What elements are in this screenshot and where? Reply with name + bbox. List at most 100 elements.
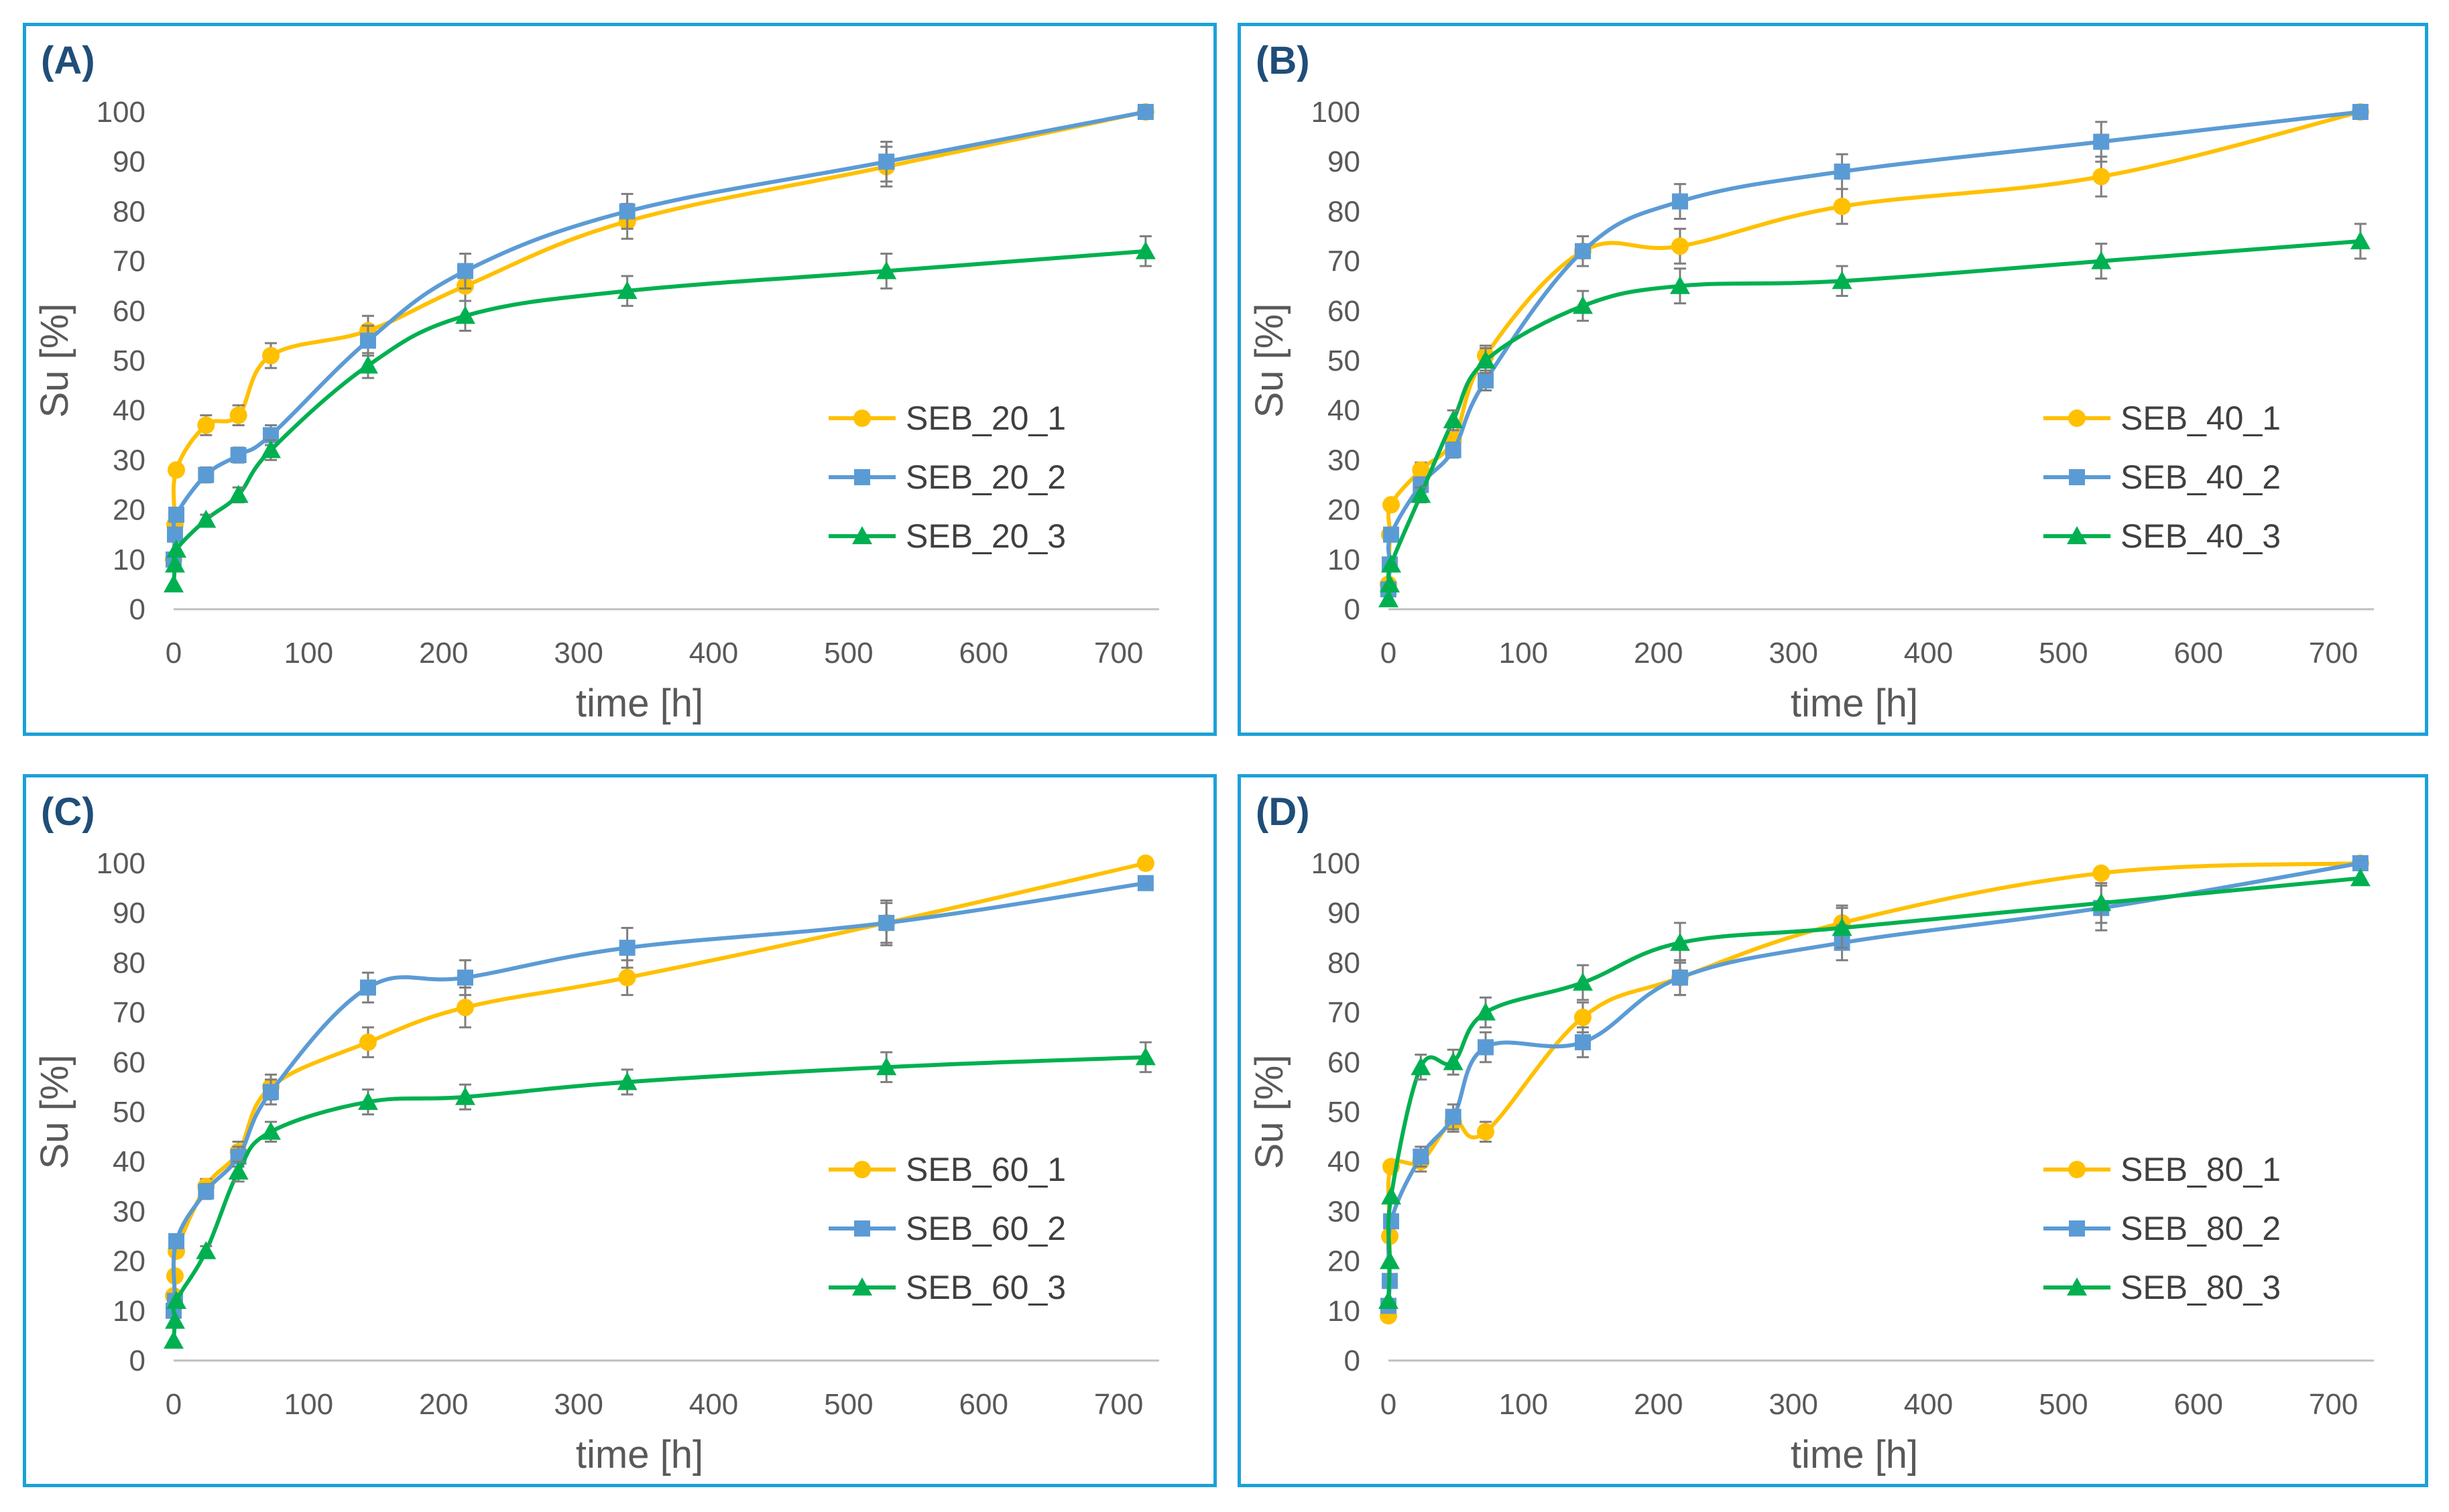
x-tick-label: 500 (2039, 1388, 2088, 1421)
x-tick-label: 200 (419, 1388, 468, 1421)
legend-entry: SEB_80_1 (2043, 1151, 2281, 1188)
x-tick-label: 200 (1634, 1388, 1683, 1421)
data-point (1137, 875, 1154, 891)
data-point (619, 940, 636, 956)
y-tick-label: 0 (1344, 1344, 1360, 1377)
data-point (1380, 574, 1400, 592)
data-point (617, 281, 638, 300)
legend-marker (2068, 1161, 2086, 1178)
data-point (261, 346, 280, 365)
legend-entry: SEB_60_3 (829, 1269, 1066, 1306)
x-tick-label: 200 (1634, 637, 1683, 670)
legend-label: SEB_80_3 (2121, 1269, 2281, 1306)
data-point (876, 1057, 897, 1076)
legend-label: SEB_40_1 (2121, 399, 2281, 437)
y-tick-label: 90 (113, 145, 145, 178)
series-line (1386, 861, 2361, 1316)
y-tick-label: 90 (1327, 145, 1360, 178)
data-point (359, 979, 376, 996)
legend-entry: SEB_80_3 (2043, 1269, 2281, 1306)
y-tick-label: 20 (113, 1245, 145, 1278)
x-tick-label: 200 (419, 637, 468, 670)
series-line (171, 861, 1146, 1296)
legend-entry: SEB_20_2 (829, 458, 1066, 496)
x-tick-label: 700 (2309, 1388, 2358, 1421)
data-point (2091, 251, 2112, 269)
data-point (1383, 1213, 1400, 1230)
series-3 (1378, 868, 2371, 1309)
panel-label: (C) (41, 790, 95, 834)
data-point (196, 1241, 217, 1259)
y-axis-title: Su [%] (1248, 304, 1291, 418)
x-tick-label: 700 (2309, 637, 2358, 670)
y-tick-label: 70 (113, 245, 145, 278)
data-point (198, 1183, 215, 1200)
data-point (1381, 1186, 1402, 1205)
x-axis-title: time [h] (1791, 682, 1918, 725)
data-point (456, 999, 474, 1017)
series-line (171, 249, 1146, 585)
x-tick-label: 700 (1094, 637, 1143, 670)
data-point (1671, 193, 1688, 210)
y-tick-label: 70 (113, 997, 145, 1029)
y-tick-label: 80 (1327, 946, 1360, 979)
y-tick-label: 40 (1327, 1145, 1360, 1178)
y-tick-label: 30 (113, 1195, 145, 1228)
x-tick-label: 400 (689, 1388, 738, 1421)
y-tick-label: 50 (113, 344, 145, 377)
y-tick-label: 80 (113, 946, 145, 979)
x-tick-label: 400 (1904, 637, 1953, 670)
data-point (165, 1310, 186, 1329)
data-point (2091, 893, 2112, 911)
legend-marker (853, 1161, 871, 1178)
y-tick-label: 70 (1327, 997, 1360, 1029)
data-point (1445, 442, 1461, 458)
data-point (1832, 271, 1852, 290)
x-tick-label: 300 (1769, 637, 1817, 670)
chart-panel-a: (A) 0 10 20 30 40 50 60 70 80 90 100 0 100 200 300 400 5… (23, 23, 1217, 736)
x-tick-label: 600 (959, 1388, 1008, 1421)
x-tick-label: 100 (1499, 637, 1548, 670)
legend-marker (852, 526, 872, 544)
x-tick-label: 700 (1094, 1388, 1143, 1421)
data-point (168, 507, 185, 523)
x-tick-label: 600 (2174, 637, 2223, 670)
data-point (357, 1092, 378, 1111)
y-tick-label: 40 (1327, 394, 1360, 427)
data-point (1381, 554, 1402, 573)
data-point (230, 446, 247, 463)
legend-marker (2067, 526, 2087, 544)
x-axis-title: time [h] (576, 682, 703, 725)
legend-entry: SEB_40_2 (2043, 458, 2281, 496)
x-tick-label: 500 (824, 1388, 873, 1421)
data-point (619, 203, 636, 220)
series-3 (164, 235, 1156, 592)
y-tick-label: 80 (1327, 195, 1360, 228)
data-point (1443, 410, 1464, 429)
legend-marker (852, 1277, 872, 1296)
data-point (1475, 351, 1496, 369)
data-point (1477, 1039, 1494, 1056)
data-point (2350, 868, 2371, 887)
panel-label: (A) (41, 39, 95, 82)
legend-label: SEB_80_1 (2121, 1151, 2281, 1188)
legend-entry: SEB_60_2 (829, 1210, 1066, 1247)
series-line (171, 110, 1146, 560)
x-tick-label: 300 (1769, 1388, 1817, 1421)
legend-label: SEB_40_3 (2121, 517, 2281, 555)
data-point (196, 509, 217, 528)
x-tick-label: 500 (824, 637, 873, 670)
data-point (1671, 969, 1688, 986)
line-chart: 0 10 20 30 40 50 60 70 80 90 100 0 100 200 300 400 500 60… (33, 96, 1159, 725)
legend-marker (2067, 1277, 2087, 1296)
legend-entry: SEB_20_3 (829, 517, 1066, 555)
x-tick-label: 0 (1380, 1388, 1396, 1421)
data-point (1411, 485, 1431, 503)
data-point (878, 915, 895, 932)
y-tick-label: 100 (97, 96, 145, 129)
data-point (168, 461, 186, 479)
data-point (1378, 589, 1398, 608)
y-tick-label: 60 (113, 295, 145, 328)
x-tick-label: 300 (554, 1388, 603, 1421)
data-point (1380, 1251, 1400, 1269)
